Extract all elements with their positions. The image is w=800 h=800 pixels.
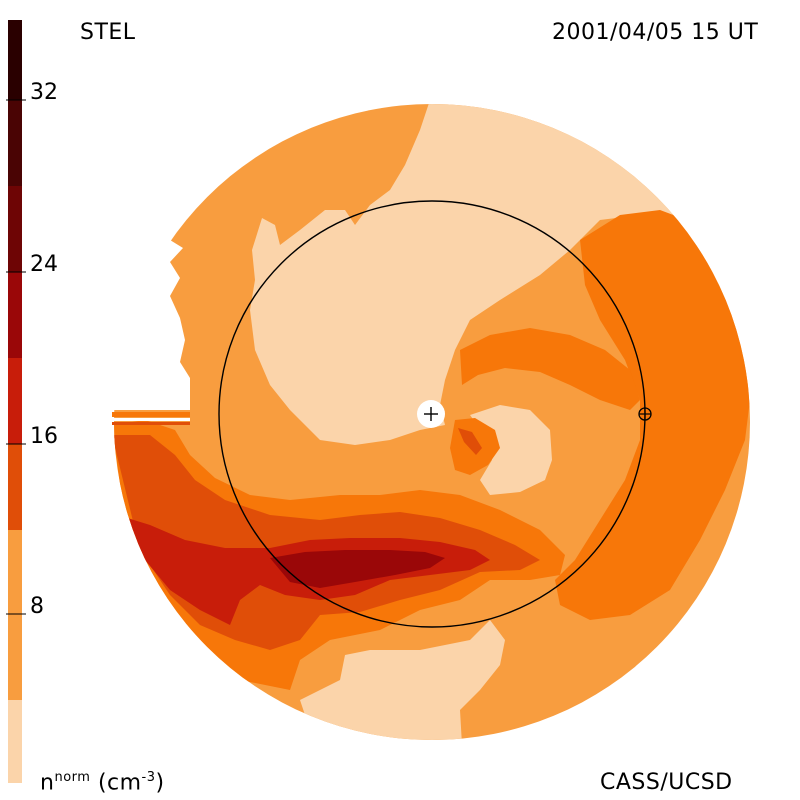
colorbar-band-1 [8,700,22,783]
colorbar-band-5 [8,358,22,444]
units-sup: norm [54,770,91,785]
colorbar-label-32: 32 [30,80,58,105]
colorbar-band-9 [8,20,22,100]
units-exp: -3 [141,770,156,785]
units-paren: (cm [97,770,142,796]
colorbar-band-6 [8,272,22,358]
colorbar-label-24: 24 [30,252,58,277]
light-region-top [250,104,700,445]
colorbar [6,20,26,783]
right-band [555,210,750,620]
colorbar-band-2 [8,530,22,700]
gap-stripe-2 [112,418,190,421]
spiral-arm [460,328,640,410]
mask-region [100,90,190,410]
colorbar-band-7 [8,186,22,272]
units-base: n [40,770,55,796]
light-region-bottom [300,620,505,740]
timestamp-label: 2001/04/05 15 UT [552,20,759,45]
lower-band-l6 [270,550,445,588]
units-label: nnorm (cm-3) [40,770,165,795]
colorbar-band-8 [8,100,22,186]
gap-stripe-3 [112,422,190,425]
source-label: STEL [80,20,136,45]
earth-marker [638,407,652,421]
credit-label: CASS/UCSD [600,770,733,795]
data-gap [100,90,190,425]
units-close: ) [155,770,165,796]
center-streak [458,428,482,455]
colorbar-label-8: 8 [30,594,44,619]
gap-stripe-1 [112,412,190,417]
sun-marker [417,400,445,428]
colorbar-band-4 [8,444,22,530]
colorbar-label-16: 16 [30,424,58,449]
